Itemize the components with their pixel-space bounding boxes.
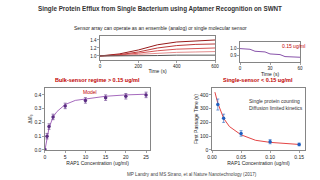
- svg-text:20: 20: [123, 154, 129, 160]
- svg-text:0.10: 0.10: [265, 154, 275, 160]
- svg-text:10: 10: [83, 154, 89, 160]
- svg-text:0: 0: [99, 64, 102, 69]
- svg-text:0.2: 0.2: [34, 119, 41, 125]
- svg-text:600: 600: [211, 64, 219, 69]
- svg-text:200: 200: [135, 64, 143, 69]
- svg-text:25: 25: [143, 154, 149, 160]
- svg-text:Single protein countingDiffusi: Single protein countingDiffusion limited…: [249, 98, 303, 111]
- svg-text:0.4: 0.4: [34, 92, 41, 98]
- svg-text:0.3: 0.3: [34, 105, 41, 111]
- svg-text:Model: Model: [83, 89, 97, 95]
- svg-text:0.15: 0.15: [294, 154, 304, 160]
- svg-text:1.0: 1.0: [90, 54, 97, 59]
- svg-text:0.00: 0.00: [207, 154, 217, 160]
- svg-text:0.0: 0.0: [34, 147, 41, 153]
- svg-text:1.4: 1.4: [90, 38, 97, 43]
- svg-text:RAP1 Concentration (ug/ml): RAP1 Concentration (ug/ml): [66, 160, 129, 166]
- svg-text:1.2: 1.2: [90, 46, 97, 51]
- svg-text:30: 30: [267, 66, 273, 71]
- svg-text:RAP1 Concentration (ug/ml): RAP1 Concentration (ug/ml): [227, 160, 290, 166]
- svg-text:100: 100: [200, 133, 209, 139]
- svg-text:0.1: 0.1: [34, 133, 41, 139]
- svg-text:First Passage Time (s): First Passage Time (s): [193, 94, 199, 144]
- svg-text:0: 0: [206, 147, 209, 153]
- svg-text:300: 300: [200, 105, 209, 111]
- svg-text:Single-sensor < 0.15 ug/ml: Single-sensor < 0.15 ug/ml: [223, 77, 293, 83]
- svg-text:Time (s): Time (s): [261, 71, 279, 77]
- svg-text:0.05: 0.05: [236, 154, 246, 160]
- svg-text:400: 400: [200, 92, 209, 98]
- svg-text:60: 60: [297, 66, 303, 71]
- svg-text:0.15 ug/ml: 0.15 ug/ml: [282, 43, 305, 49]
- svg-text:5: 5: [64, 154, 67, 160]
- svg-text:MP Landry and MS Strano, et al: MP Landry and MS Strano, et al Nature Na…: [127, 172, 257, 177]
- svg-text:Time (s): Time (s): [148, 68, 166, 74]
- svg-text:1.0: 1.0: [230, 46, 237, 51]
- svg-text:0.9: 0.9: [230, 53, 237, 58]
- svg-text:Single Protein Efflux from Sin: Single Protein Efflux from Single Bacter…: [38, 5, 282, 13]
- svg-text:0: 0: [239, 66, 242, 71]
- svg-text:400: 400: [173, 64, 181, 69]
- svg-text:15: 15: [103, 154, 109, 160]
- svg-text:Sensor array can operate as an: Sensor array can operate as an ensemble …: [74, 25, 247, 31]
- svg-text:200: 200: [200, 119, 209, 125]
- svg-text:0: 0: [44, 154, 47, 160]
- svg-text:ΔI/I₀: ΔI/I₀: [27, 114, 33, 124]
- svg-text:Bulk-sensor regime > 0.15 ug/m: Bulk-sensor regime > 0.15 ug/ml: [55, 77, 140, 83]
